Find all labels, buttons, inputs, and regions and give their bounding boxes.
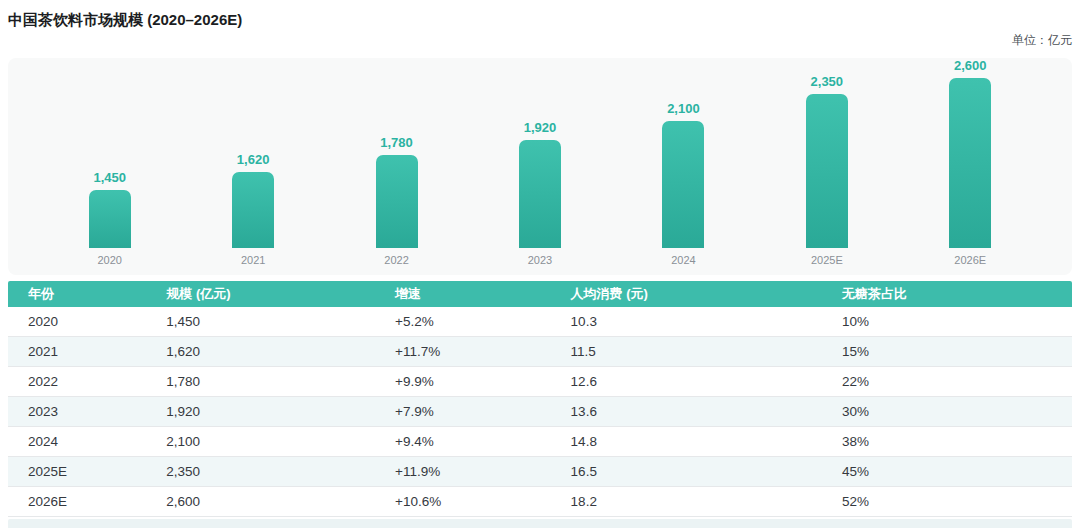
page-title: 中国茶饮料市场规模 (2020–2026E) [8,8,1072,30]
table-row: 2025E2,350+11.9%16.545% [8,457,1072,487]
bar-value-label: 2,600 [954,58,987,73]
table-cell: +7.9% [375,404,551,419]
chart-panel: 1,450 2020 1,620 2021 1,780 2022 1,920 2023 2,10… [8,58,1072,275]
bar [89,190,131,248]
bar-year-label: 2023 [528,254,552,267]
table-body: 20201,450+5.2%10.310%20211,620+11.7%11.5… [8,307,1072,517]
bar-year-label: 2026E [954,254,986,267]
table-cell: 2025E [8,464,146,479]
table-cell: +5.2% [375,314,551,329]
bar-year-label: 2021 [241,254,265,267]
table-cell: 1,780 [146,374,375,389]
bar [949,78,991,248]
table-cell: 2024 [8,434,146,449]
table-header-cell: 年份 [8,285,146,303]
table-cell: 38% [822,434,1072,449]
table-cell: +9.9% [375,374,551,389]
table-header-row: 年份规模 (亿元)增速人均消费 (元)无糖茶占比 [8,281,1072,307]
table-row: 20221,780+9.9%12.622% [8,367,1072,397]
table-cell: 2021 [8,344,146,359]
table-row: 20242,100+9.4%14.838% [8,427,1072,457]
bar-year-label: 2025E [811,254,843,267]
table-cell: 1,620 [146,344,375,359]
table-row: 20211,620+11.7%11.515% [8,337,1072,367]
table-cell: 16.5 [551,464,822,479]
table-cell: 2026E [8,494,146,509]
table-cell: 45% [822,464,1072,479]
table-cell: +11.7% [375,344,551,359]
table-header-cell: 规模 (亿元) [146,285,375,303]
table-cell: 14.8 [551,434,822,449]
table-cell: +9.4% [375,434,551,449]
bar-year-label: 2024 [671,254,695,267]
table-cell: 15% [822,344,1072,359]
table-cell: 13.6 [551,404,822,419]
table-row: 20231,920+7.9%13.630% [8,397,1072,427]
table-cell: 10.3 [551,314,822,329]
bar-value-label: 2,100 [667,101,700,116]
table-cell: 1,450 [146,314,375,329]
table-row: 2026E2,600+10.6%18.252% [8,487,1072,517]
bar [376,155,418,248]
table-cell: 22% [822,374,1072,389]
bar-year-label: 2022 [384,254,408,267]
market-data-table: 年份规模 (亿元)增速人均消费 (元)无糖茶占比 20201,450+5.2%1… [8,281,1072,528]
bar [232,172,274,248]
table-cell: 2,350 [146,464,375,479]
bar-column: 1,450 2020 [38,58,181,267]
table-cell: 2,100 [146,434,375,449]
bar-column: 1,620 2021 [181,58,324,267]
bar-value-label: 1,780 [380,135,413,150]
table-cell: +10.6% [375,494,551,509]
bar [519,140,561,248]
bar-value-label: 1,920 [524,120,557,135]
table-cell: 2020 [8,314,146,329]
bar-year-label: 2020 [97,254,121,267]
table-row: 20201,450+5.2%10.310% [8,307,1072,337]
table-cell: 11.5 [551,344,822,359]
bar-value-label: 1,620 [237,152,270,167]
table-header-cell: 增速 [375,285,551,303]
table-cell: 30% [822,404,1072,419]
table-cell: 10% [822,314,1072,329]
bar-column: 2,100 2024 [612,58,755,267]
bar-column: 2,600 2026E [899,58,1042,267]
bar-column: 1,920 2023 [468,58,611,267]
table-cell: 18.2 [551,494,822,509]
header-bar: 中国茶饮料市场规模 (2020–2026E) 单位：亿元 [8,8,1072,54]
bar-column: 2,350 2025E [755,58,898,267]
bar-value-label: 2,350 [811,74,844,89]
table-header-cell: 人均消费 (元) [551,285,822,303]
table-header-cell: 无糖茶占比 [822,285,1072,303]
bar-column: 1,780 2022 [325,58,468,267]
table-cell: 12.6 [551,374,822,389]
bar [662,121,704,248]
unit-label: 单位：亿元 [1012,32,1072,48]
bar-chart: 1,450 2020 1,620 2021 1,780 2022 1,920 2023 2,10… [8,58,1072,275]
bar-value-label: 1,450 [93,170,126,185]
table-cell: 2,600 [146,494,375,509]
page: { "page": { "title": "中国茶饮料市场规模 (2020–20… [0,0,1080,528]
table-cell: +11.9% [375,464,551,479]
table-cell: 52% [822,494,1072,509]
table-cell: 2023 [8,404,146,419]
bar [806,94,848,248]
partial-next-row [8,519,1072,528]
table-cell: 1,920 [146,404,375,419]
table-cell: 2022 [8,374,146,389]
